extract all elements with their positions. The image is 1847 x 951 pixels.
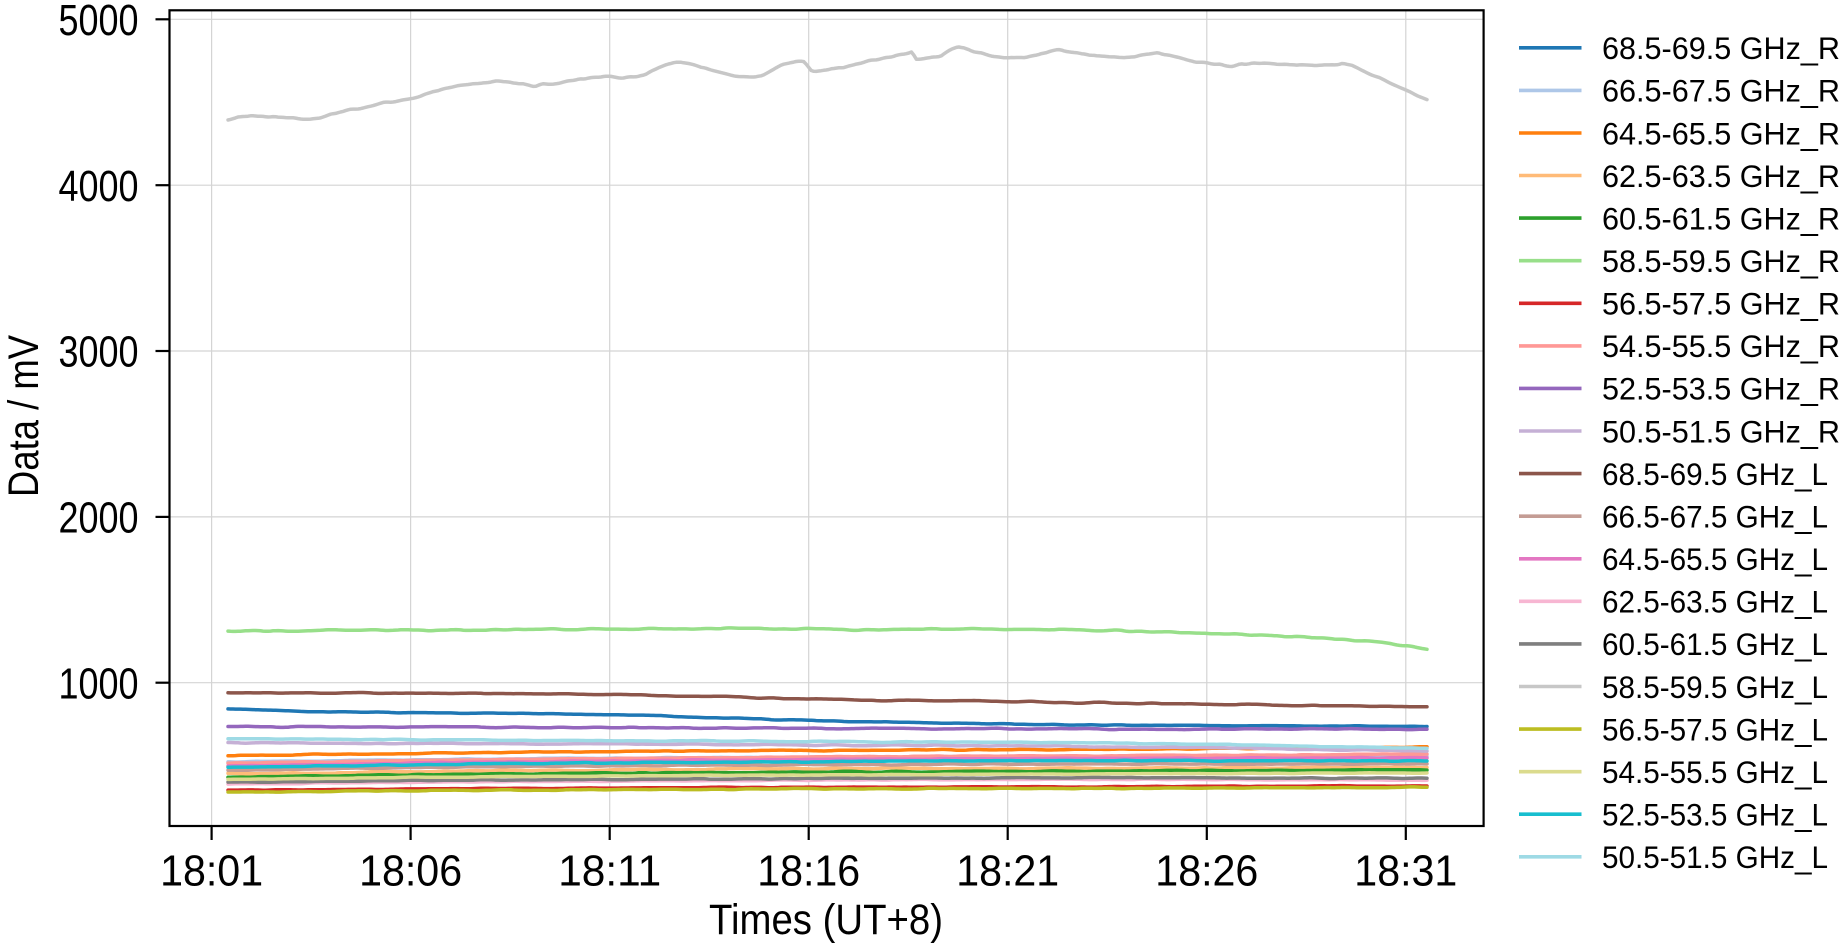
svg-text:18:26: 18:26 [1155, 847, 1258, 896]
svg-text:52.5-53.5 GHz_L: 52.5-53.5 GHz_L [1602, 797, 1828, 833]
svg-text:54.5-55.5 GHz_L: 54.5-55.5 GHz_L [1602, 754, 1828, 790]
svg-text:62.5-63.5 GHz_L: 62.5-63.5 GHz_L [1602, 584, 1828, 620]
svg-text:58.5-59.5 GHz_L: 58.5-59.5 GHz_L [1602, 669, 1828, 705]
svg-text:60.5-61.5 GHz_R: 60.5-61.5 GHz_R [1602, 200, 1840, 236]
svg-text:52.5-53.5 GHz_R: 52.5-53.5 GHz_R [1602, 371, 1840, 407]
svg-text:Times (UT+8): Times (UT+8) [709, 896, 943, 944]
svg-text:50.5-51.5 GHz_L: 50.5-51.5 GHz_L [1602, 839, 1828, 875]
svg-text:18:31: 18:31 [1354, 847, 1457, 896]
svg-text:56.5-57.5 GHz_R: 56.5-57.5 GHz_R [1602, 286, 1840, 322]
svg-text:68.5-69.5 GHz_R: 68.5-69.5 GHz_R [1602, 30, 1840, 66]
svg-text:68.5-69.5 GHz_L: 68.5-69.5 GHz_L [1602, 456, 1828, 492]
svg-text:Data / mV: Data / mV [0, 335, 48, 497]
svg-text:50.5-51.5 GHz_R: 50.5-51.5 GHz_R [1602, 413, 1840, 449]
svg-text:18:21: 18:21 [956, 847, 1059, 896]
svg-text:60.5-61.5 GHz_L: 60.5-61.5 GHz_L [1602, 626, 1828, 662]
svg-text:2000: 2000 [59, 494, 139, 543]
svg-text:66.5-67.5 GHz_L: 66.5-67.5 GHz_L [1602, 499, 1828, 535]
svg-text:4000: 4000 [59, 162, 139, 211]
svg-text:64.5-65.5 GHz_L: 64.5-65.5 GHz_L [1602, 541, 1828, 577]
svg-text:58.5-59.5 GHz_R: 58.5-59.5 GHz_R [1602, 243, 1840, 279]
svg-text:5000: 5000 [59, 0, 139, 45]
svg-text:54.5-55.5 GHz_R: 54.5-55.5 GHz_R [1602, 328, 1840, 364]
svg-text:62.5-63.5 GHz_R: 62.5-63.5 GHz_R [1602, 158, 1840, 194]
svg-text:18:11: 18:11 [558, 847, 661, 896]
svg-text:66.5-67.5 GHz_R: 66.5-67.5 GHz_R [1602, 73, 1840, 109]
svg-text:18:16: 18:16 [757, 847, 860, 896]
svg-text:18:06: 18:06 [359, 847, 462, 896]
svg-text:1000: 1000 [59, 659, 139, 708]
svg-text:18:01: 18:01 [160, 847, 263, 896]
svg-text:56.5-57.5 GHz_L: 56.5-57.5 GHz_L [1602, 711, 1828, 747]
svg-text:3000: 3000 [59, 328, 139, 377]
svg-text:64.5-65.5 GHz_R: 64.5-65.5 GHz_R [1602, 115, 1840, 151]
